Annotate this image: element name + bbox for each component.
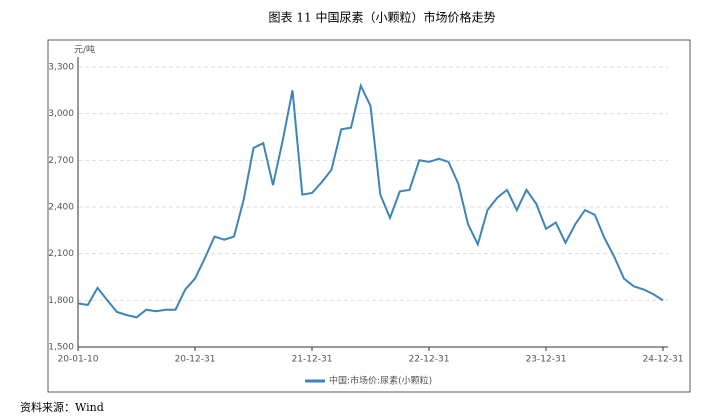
line-series [77, 82, 664, 319]
chart-frame [47, 39, 691, 393]
y-tick-label: 1,500 [48, 343, 74, 353]
y-tick-label: 2,700 [48, 156, 74, 166]
y-tick-label: 2,400 [48, 203, 74, 213]
y-tick-label: 1,800 [48, 296, 74, 306]
y-axis-label: 元/吨 [74, 44, 95, 56]
y-tick-label: 3,000 [48, 109, 74, 119]
legend-label: 中国:市场价:尿素(小颗粒) [329, 375, 432, 387]
chart-title: 图表 11 中国尿素（小颗粒）市场价格走势 [269, 10, 496, 25]
x-tick-label: 23-12-31 [526, 355, 567, 365]
x-tick-label: 24-12-31 [643, 355, 684, 365]
x-tick-label: 22-12-31 [409, 355, 450, 365]
x-tick-label: 21-12-31 [292, 355, 333, 365]
x-tick-label: 20-01-10 [58, 355, 99, 365]
source-note: 资料来源：Wind [20, 400, 104, 414]
y-tick-label: 2,100 [48, 249, 74, 259]
x-tick-label: 20-12-31 [175, 355, 216, 365]
y-tick-label: 3,300 [48, 63, 74, 73]
